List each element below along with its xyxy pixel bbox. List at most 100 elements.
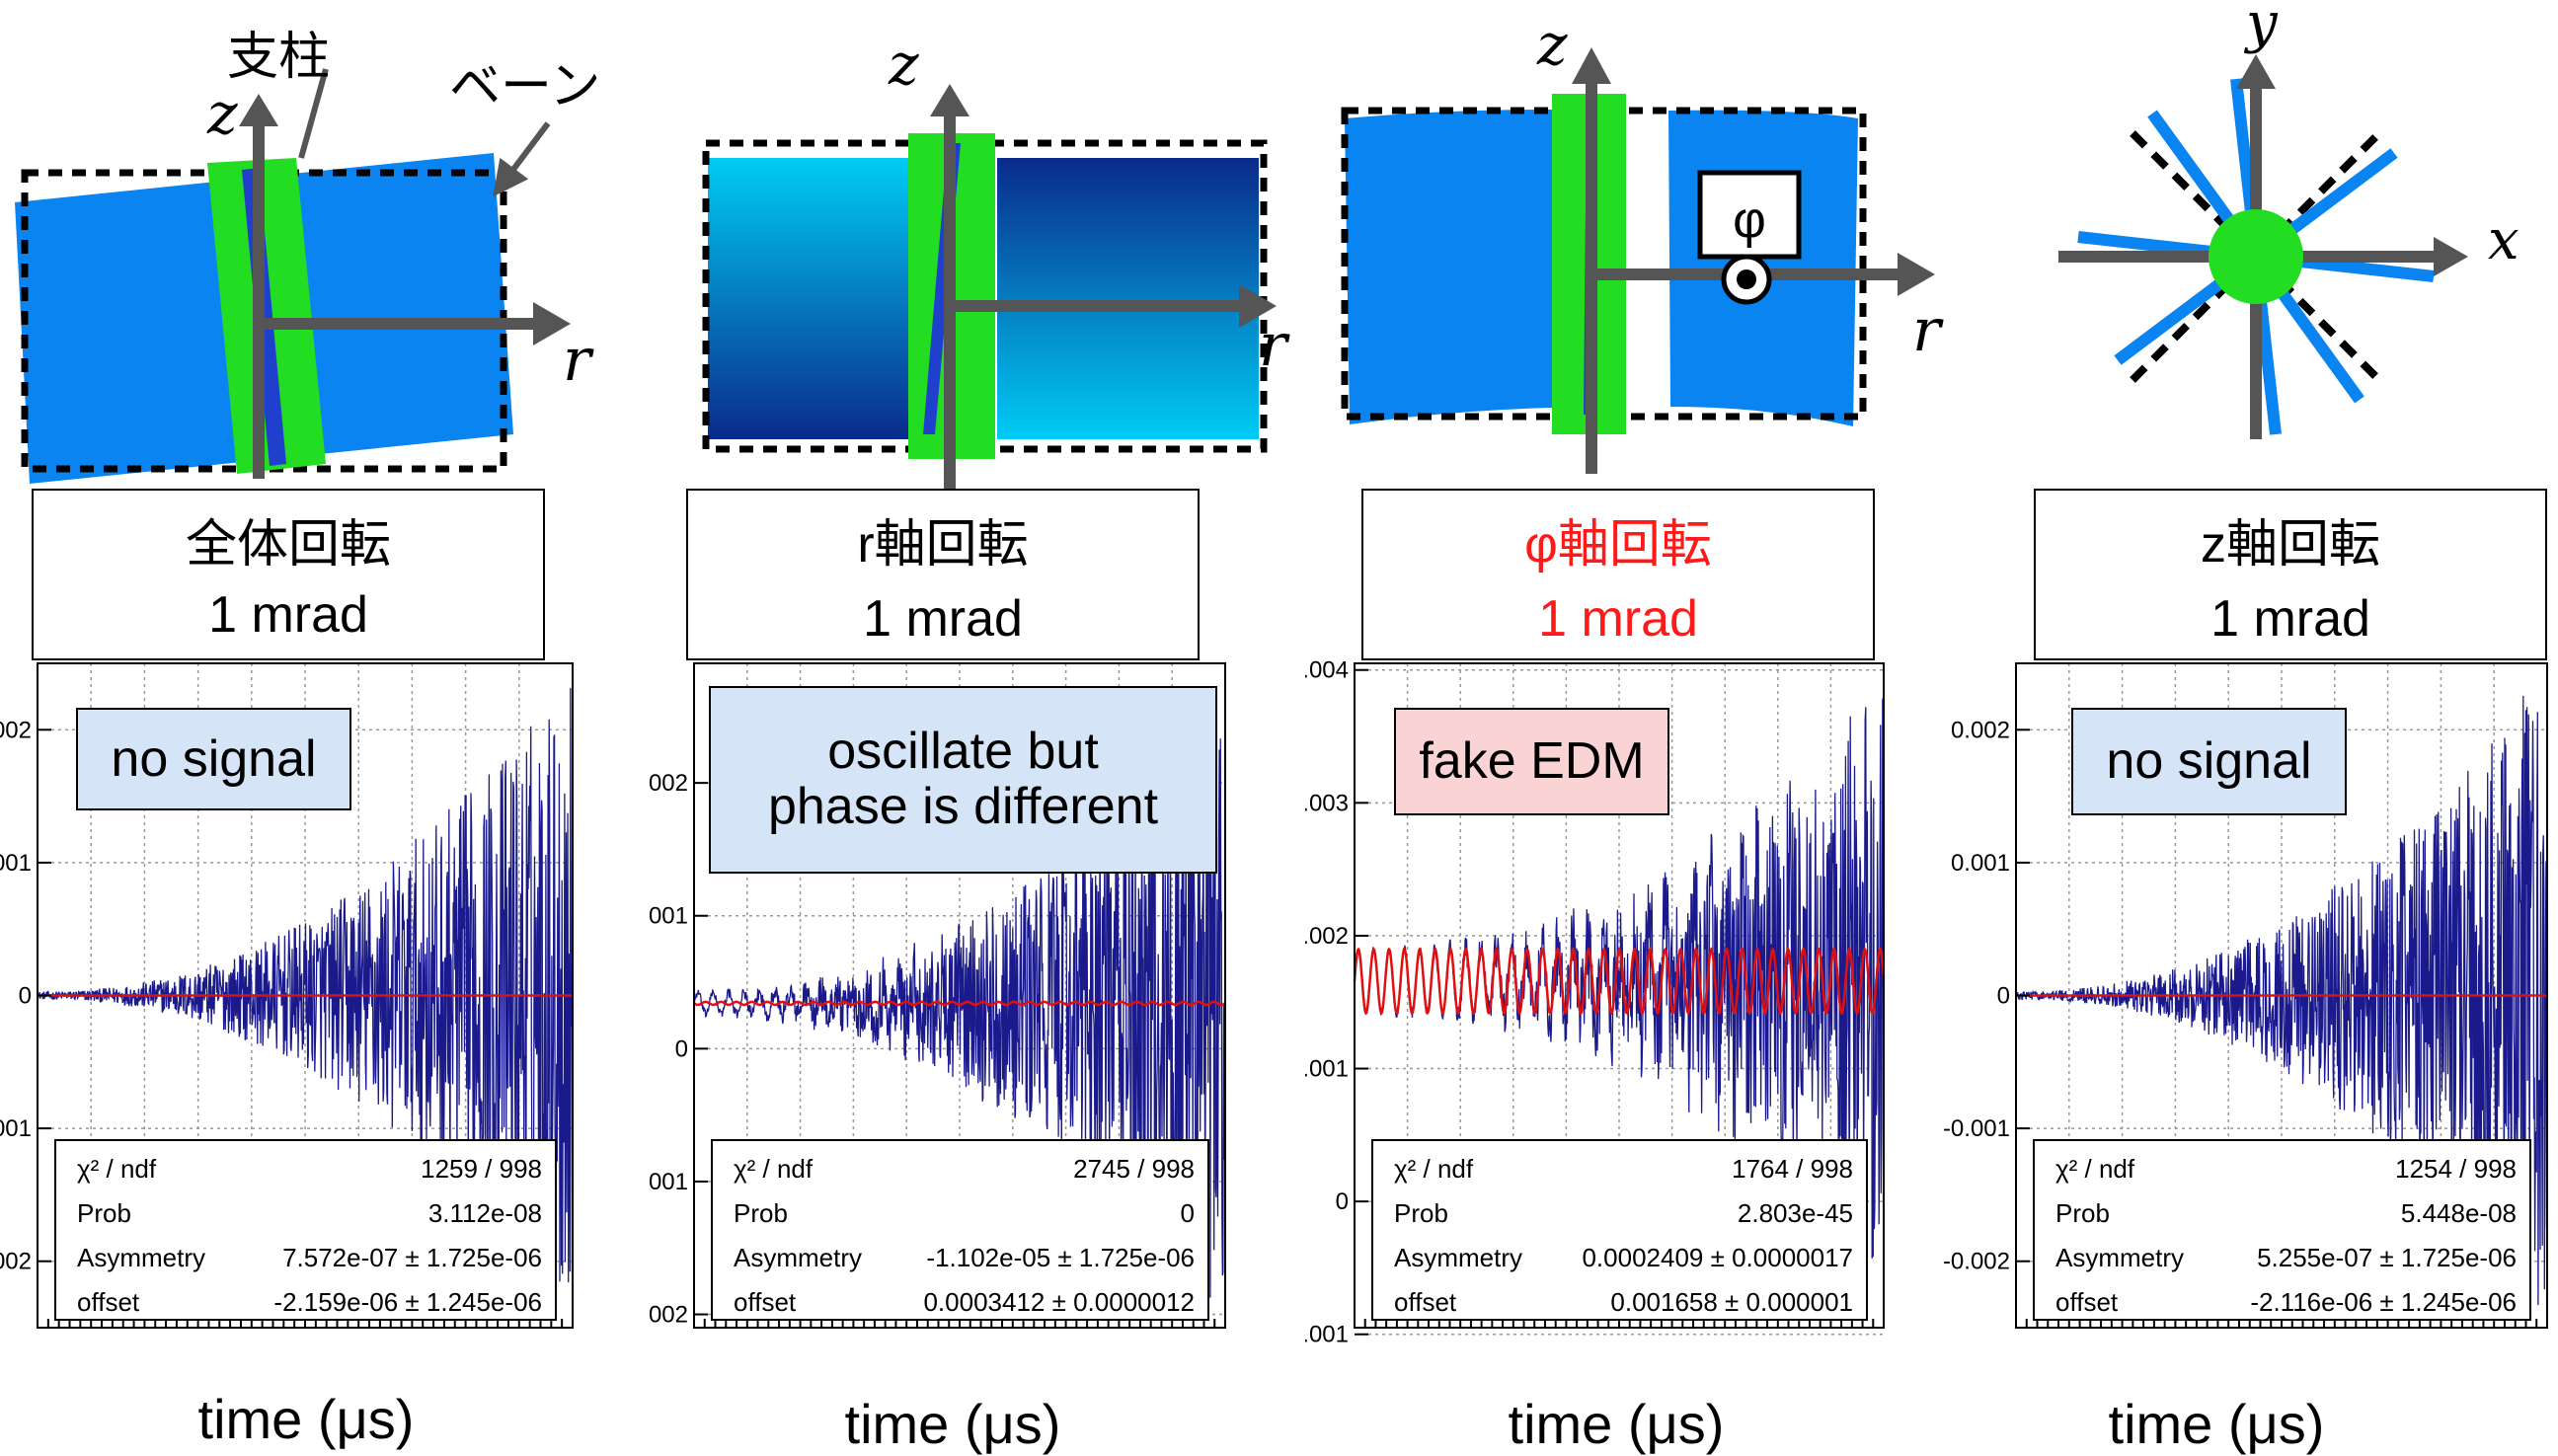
fit-stats-box <box>711 1139 1209 1321</box>
annotation-box: no signal <box>76 708 351 810</box>
y-tick-label: -0.002 <box>1943 1249 2010 1275</box>
fit-stats-box <box>2033 1139 2531 1321</box>
reference-outline <box>1341 107 1867 421</box>
fit-stat-value: 7.572e-07 ± 1.725e-06 <box>282 1243 542 1272</box>
y-tick-label: 0 <box>19 983 32 1010</box>
vane-label: ベーン <box>449 58 600 115</box>
signal-chart: .004.003.002.00100.001051015202530354045… <box>1305 657 1886 1342</box>
z-axis-label: z <box>206 80 238 147</box>
fit-stat-value: 3.112e-08 <box>428 1198 542 1228</box>
fit-stat-value: 5.448e-08 <box>2401 1198 2517 1228</box>
fit-stat-label: offset <box>1394 1287 1457 1317</box>
rotation-title-box: φ軸回転 1 mrad <box>1361 489 1875 660</box>
vane-pointer-arrow <box>493 121 551 197</box>
fit-curve-line <box>1353 947 1886 1016</box>
y-axis-label: y <box>2243 0 2279 55</box>
fit-curve-line <box>693 1000 1226 1007</box>
fit-stat-value: 0.001658 ± 0.000001 <box>1610 1287 1853 1317</box>
z-axis-label: z <box>888 31 919 98</box>
rotation-title: r軸回転 <box>857 516 1029 574</box>
fit-stat-label: χ² / ndf <box>2055 1154 2135 1184</box>
fit-stat-label: Asymmetry <box>1394 1243 1522 1272</box>
y-tick-label: -0.001 <box>1943 1115 2010 1142</box>
rotation-magnitude: 1 mrad <box>1538 590 1698 648</box>
data-series-line <box>1354 698 1885 1259</box>
center-post <box>2209 209 2303 304</box>
rotation-magnitude: 1 mrad <box>863 590 1023 648</box>
y-tick-label: .003 <box>1305 790 1349 816</box>
annotation-box: no signal <box>2071 708 2347 815</box>
x-axis-label: time (μs) <box>197 1388 415 1450</box>
vane-diagram-overall: 支柱 ベーン z r <box>15 29 600 484</box>
fit-stat-label: Prob <box>77 1198 131 1228</box>
y-tick-label: .002 <box>0 717 32 743</box>
x-axis-label: time (μs) <box>2108 1393 2325 1455</box>
fit-stat-label: Asymmetry <box>2055 1243 2184 1272</box>
y-tick-label: .004 <box>1305 657 1349 684</box>
y-tick-label: .001 <box>1305 1056 1349 1083</box>
fit-stat-value: 1254 / 998 <box>2395 1154 2517 1184</box>
fit-stat-value: 1764 / 998 <box>1732 1154 1853 1184</box>
fit-stats-box <box>1371 1139 1868 1321</box>
fit-stat-value: 0.0002409 ± 0.0000017 <box>1582 1243 1853 1272</box>
fit-stat-value: -1.102e-05 ± 1.725e-06 <box>926 1243 1195 1272</box>
r-axis-label: r <box>1912 296 1944 365</box>
y-tick-label: 0 <box>675 1035 688 1062</box>
rotation-title-box: 全体回転 1 mrad <box>32 489 545 660</box>
phi-label-box <box>1697 170 1802 260</box>
data-series-line <box>37 687 574 1294</box>
data-series-line <box>693 707 1226 1298</box>
y-tick-label: .002 <box>0 1249 32 1275</box>
y-tick-label: 0 <box>1336 1188 1349 1215</box>
fit-stat-label: Prob <box>734 1198 788 1228</box>
panel-z-axis-rotation: y x z軸回転 1 mrad 0.0020.0010-0.001-0.0020… <box>1905 0 2557 1455</box>
rotation-magnitude: 1 mrad <box>208 586 368 644</box>
fit-stats-box <box>54 1139 557 1321</box>
y-tick-label: 0.002 <box>1951 717 2010 743</box>
x-axis-label-diagram: x <box>2488 208 2519 272</box>
y-tick-label: 0 <box>1997 983 2010 1010</box>
r-axis-label: r <box>1259 311 1290 380</box>
phi-label: φ <box>1733 192 1766 249</box>
vane-left-half <box>1345 110 1613 424</box>
fit-stat-label: offset <box>734 1287 797 1317</box>
data-series-line <box>2015 695 2548 1306</box>
fit-stat-value: 0 <box>1181 1198 1195 1228</box>
fit-stat-label: Prob <box>2055 1198 2110 1228</box>
rotation-magnitude: 1 mrad <box>2210 590 2370 648</box>
r-axis-label: r <box>563 326 594 395</box>
fit-stat-label: offset <box>2055 1287 2119 1317</box>
y-tick-label: .001 <box>0 850 32 877</box>
fit-stat-value: -2.159e-06 ± 1.245e-06 <box>273 1287 542 1317</box>
post-label: 支柱 <box>227 29 330 86</box>
x-axis-label: time (μs) <box>844 1393 1061 1455</box>
panel-phi-axis-rotation: φ z r φ軸回転 1 mrad .004 .003 .002 .001 0 0.001… <box>1305 0 1957 1455</box>
x-axis-label: time (μs) <box>1508 1393 1725 1455</box>
panel-r-axis-rotation: z r r軸回転 1 mrad .0020.00100.0010.0020510… <box>647 0 1298 1455</box>
fit-stat-value: 1259 / 998 <box>421 1154 542 1184</box>
y-tick-label: 0.001 <box>1951 850 2010 877</box>
fit-stat-value: -2.116e-06 ± 1.245e-06 <box>2250 1287 2517 1317</box>
y-tick-label: .002 <box>1305 923 1349 950</box>
y-tick-label: .002 <box>647 770 688 797</box>
panel-overall-rotation: 支柱 ベーン z r 全体回転 1 mrad .002 .001 0 .001 .002… <box>0 0 652 1454</box>
fit-stat-value: 5.255e-07 ± 1.725e-06 <box>2257 1243 2517 1272</box>
fit-stat-label: Asymmetry <box>734 1243 862 1272</box>
y-tick-label: .001 <box>0 1115 32 1142</box>
fit-stat-label: χ² / ndf <box>734 1154 814 1184</box>
vane-diagram-phi-axis: φ z r <box>1341 11 1944 474</box>
fit-stat-value: 2745 / 998 <box>1073 1154 1195 1184</box>
vane-right-half <box>997 158 1259 439</box>
y-tick-label: 0.002 <box>647 1302 688 1329</box>
post-pointer-line <box>298 68 329 159</box>
rotation-title-box: z軸回転 1 mrad <box>2034 489 2547 660</box>
fit-stat-label: Asymmetry <box>77 1243 205 1272</box>
signal-chart: 0.0020.0010-0.001-0.00205101520253035404… <box>1943 662 2548 1329</box>
rotation-title-box: r軸回転 1 mrad <box>686 489 1200 660</box>
fit-stat-value: 2.803e-45 <box>1738 1198 1853 1228</box>
annotation-box: oscillate but phase is different <box>709 686 1217 874</box>
star-diagram-z-axis: y x <box>2058 0 2519 439</box>
rotation-title: 全体回転 <box>185 516 391 574</box>
fit-stat-value: 0.0003412 ± 0.0000012 <box>923 1287 1195 1317</box>
fit-stat-label: offset <box>77 1287 140 1317</box>
